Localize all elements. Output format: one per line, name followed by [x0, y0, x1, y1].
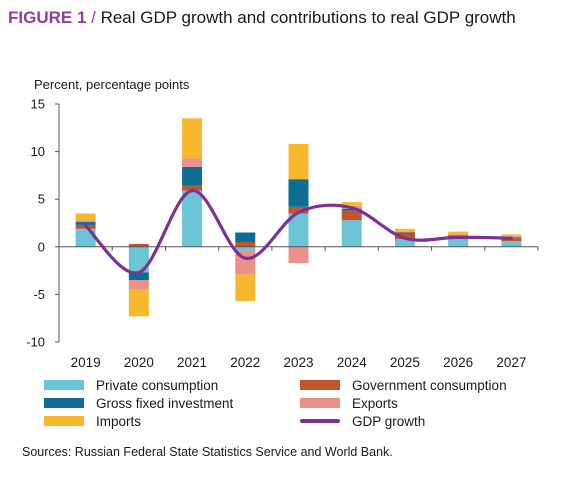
x-tick-label: 2021	[177, 355, 207, 370]
y-tick-label: -5	[33, 287, 45, 302]
bar-segment	[235, 274, 256, 302]
bar-segment	[128, 289, 149, 317]
bar-segment	[394, 231, 415, 233]
bar-segment	[182, 158, 203, 167]
bar-segment	[394, 228, 415, 232]
bar-segment	[75, 213, 96, 221]
legend-swatch	[300, 380, 340, 390]
legend-item: Exports	[300, 394, 398, 412]
x-tick-label: 2023	[283, 355, 313, 370]
bar-segment	[501, 241, 522, 247]
legend-swatch	[44, 416, 84, 426]
y-tick-label: 10	[31, 144, 45, 159]
bar-segment	[448, 234, 469, 236]
x-tick-label: 2020	[124, 355, 154, 370]
gdp-chart: 15 10 5 0 -5 -10 2019 2020 2021 2022 2023 2024 2025 2…	[26, 97, 539, 370]
legend-item: Government consumption	[300, 376, 507, 394]
x-tick-label: 2022	[230, 355, 260, 370]
legend-label: Government consumption	[352, 377, 507, 393]
bar-segment	[75, 220, 96, 223]
bar-segment	[75, 222, 96, 225]
bar-segment	[394, 232, 415, 234]
bar-segment	[341, 208, 362, 211]
bar-segment	[235, 242, 256, 247]
figure-separator: /	[86, 8, 101, 27]
bar-segment	[288, 246, 309, 263]
bar-segment	[128, 272, 149, 281]
bar-segment	[501, 234, 522, 237]
bar-segment	[288, 206, 309, 214]
legend-swatch	[300, 398, 340, 408]
source-note: Sources: Russian Federal State Statistic…	[22, 445, 393, 459]
bar-segment	[341, 220, 362, 247]
bar-segment	[182, 190, 203, 247]
legend-swatch	[44, 398, 84, 408]
x-tick-label: 2026	[443, 355, 473, 370]
bar-segment	[128, 243, 149, 247]
y-axis-label: Percent, percentage points	[34, 77, 190, 92]
legend-item: GDP growth	[300, 412, 425, 430]
bar-segment	[394, 233, 415, 240]
bar-segment	[341, 202, 362, 206]
legend-item: Private consumption	[44, 376, 218, 394]
gdp-growth-line	[84, 189, 513, 275]
bar-segment	[182, 118, 203, 159]
legend-swatch	[44, 380, 84, 390]
bar-segment	[288, 213, 309, 247]
bar-segment	[448, 239, 469, 247]
y-tick-label: 5	[38, 192, 45, 207]
bar-segment	[235, 246, 256, 251]
legend-label: Exports	[352, 395, 398, 411]
legend-label: Private consumption	[96, 377, 219, 393]
bar-segment	[182, 166, 203, 186]
y-tick-label: 0	[38, 239, 45, 254]
legend-label: Imports	[96, 413, 142, 429]
x-tick-label: 2027	[496, 355, 526, 370]
legend-label: Gross fixed investment	[96, 395, 234, 411]
figure-title-text: Real GDP growth and contributions to rea…	[100, 8, 516, 27]
bar-segment	[182, 185, 203, 191]
legend-item: Gross fixed investment	[44, 394, 233, 412]
bar-segment	[235, 232, 256, 243]
figure-label: FIGURE 1	[8, 8, 87, 27]
legend-swatch	[300, 419, 340, 423]
legend-label: GDP growth	[352, 413, 426, 429]
x-tick-label: 2019	[71, 355, 101, 370]
bar-segment	[341, 210, 362, 221]
x-tick-label: 2025	[390, 355, 420, 370]
bar-segment	[288, 179, 309, 207]
legend-item: Imports	[44, 412, 141, 430]
y-tick-label: 15	[31, 97, 45, 112]
bar-segment	[394, 239, 415, 247]
bar-segment	[128, 280, 149, 290]
bar-segment	[288, 143, 309, 180]
x-tick-label: 2024	[337, 355, 368, 370]
bar-segment	[448, 231, 469, 235]
y-tick-label: -10	[26, 335, 45, 350]
figure-title: FIGURE 1 / Real GDP growth and contribut…	[8, 8, 516, 28]
bar-segment	[128, 246, 149, 273]
